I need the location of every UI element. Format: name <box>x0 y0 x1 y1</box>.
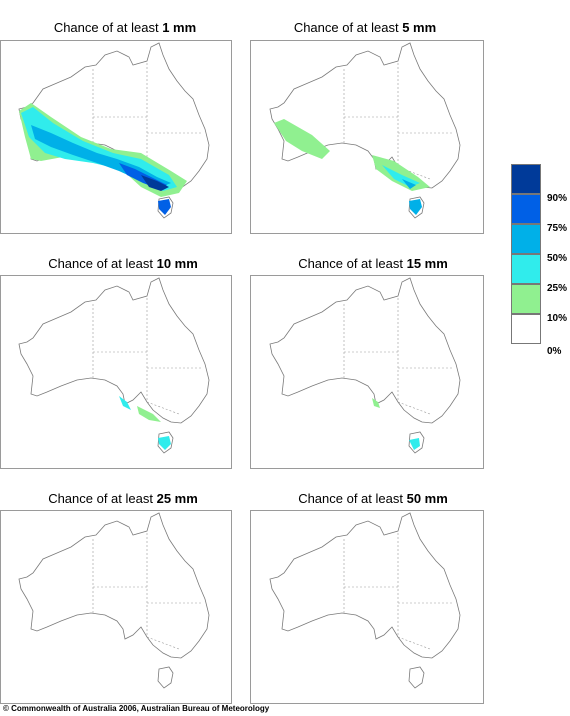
band-tas-25pct <box>409 438 420 450</box>
band-tas-25pct <box>158 436 171 450</box>
australia-map-svg <box>269 512 461 689</box>
legend-swatch-75 <box>511 194 541 224</box>
border-nsw-vic <box>146 636 180 650</box>
panel-title-10mm: Chance of at least 10 mm <box>48 256 198 271</box>
tasmania-outline <box>157 666 174 689</box>
map-panel-50mm <box>250 510 484 704</box>
legend-swatch-25 <box>511 254 541 284</box>
border-nsw-vic <box>146 401 180 415</box>
australia-outline <box>18 512 210 659</box>
map-panel-1mm <box>0 40 232 234</box>
legend-label-10: 10% <box>547 313 568 324</box>
band-10pct <box>274 119 330 159</box>
legend-label-0: 0% <box>547 346 562 357</box>
map-panel-15mm <box>250 275 484 469</box>
australia-outline <box>18 277 210 424</box>
border-nsw-vic <box>397 401 431 415</box>
band-25pct <box>382 165 420 187</box>
copyright-footer: © Commonwealth of Australia 2006, Austra… <box>3 704 270 713</box>
legend-label-75: 75% <box>547 223 568 234</box>
legend-label-50: 50% <box>547 253 568 264</box>
australia-outline <box>269 277 461 424</box>
legend-swatch-50 <box>511 224 541 254</box>
map-panel-25mm <box>0 510 232 704</box>
legend-label-90: 90% <box>547 193 568 204</box>
band-10pct <box>137 406 161 422</box>
border-nsw-vic <box>397 636 431 650</box>
legend-label-25: 25% <box>547 283 568 294</box>
map-panel-10mm <box>0 275 232 469</box>
australia-outline <box>269 42 461 189</box>
panel-title-15mm: Chance of at least 15 mm <box>298 256 448 271</box>
australia-outline <box>269 512 461 659</box>
australia-map-svg <box>18 277 210 454</box>
australia-map-svg <box>18 512 210 689</box>
panel-title-1mm: Chance of at least 1 mm <box>53 20 197 35</box>
panel-title-5mm: Chance of at least 5 mm <box>293 20 437 35</box>
band-90pct <box>141 175 169 191</box>
australia-map-svg <box>18 42 210 219</box>
band-25pct <box>119 396 131 410</box>
panel-title-25mm: Chance of at least 25 mm <box>48 491 198 506</box>
tasmania-outline <box>408 666 425 689</box>
legend-swatch-90 <box>511 164 541 194</box>
legend-swatch-10 <box>511 284 541 314</box>
band-tas-50pct <box>409 199 422 215</box>
band-tas-75pct <box>158 199 171 215</box>
panel-title-50mm: Chance of at least 50 mm <box>298 491 448 506</box>
map-panel-5mm <box>250 40 484 234</box>
band-10pct <box>372 398 380 408</box>
australia-map-svg <box>269 42 461 219</box>
australia-map-svg <box>269 277 461 454</box>
legend-swatch-0 <box>511 314 541 344</box>
band-50pct <box>402 179 416 189</box>
